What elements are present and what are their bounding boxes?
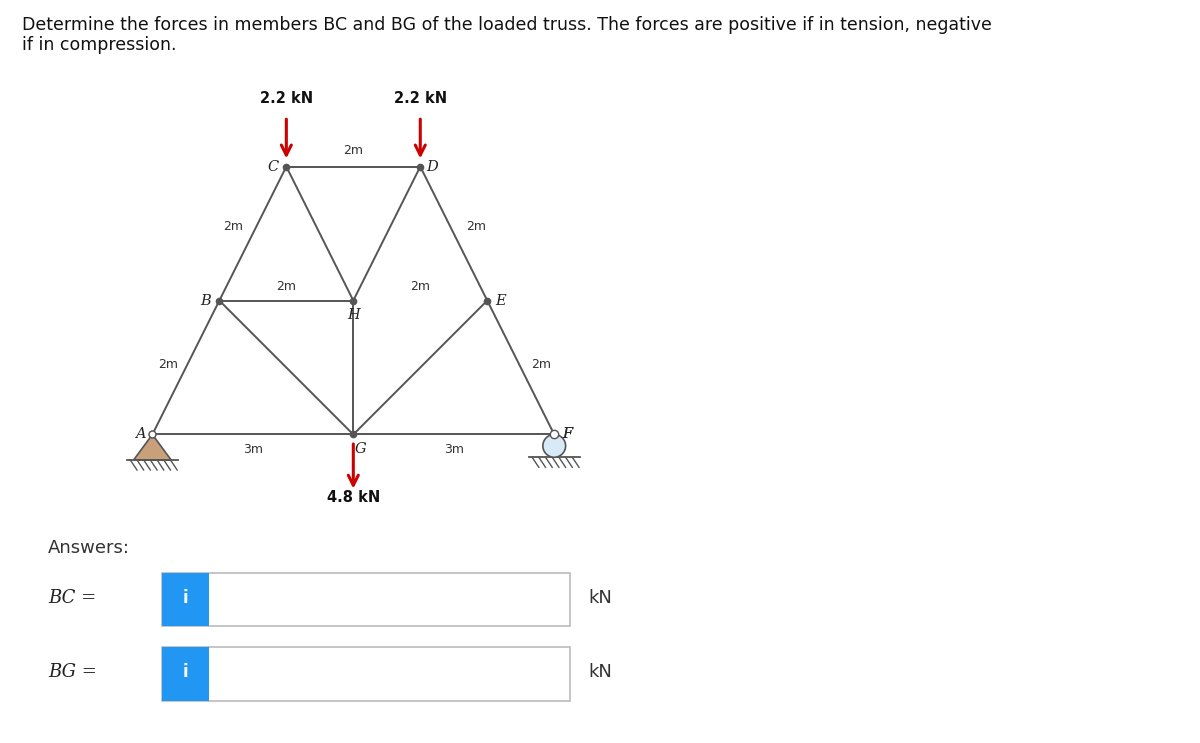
Text: C: C (268, 160, 278, 174)
Text: F: F (563, 427, 572, 441)
Text: 2m: 2m (530, 357, 551, 371)
Text: A: A (136, 427, 145, 441)
Text: G: G (354, 442, 366, 456)
Text: Answers:: Answers: (48, 539, 130, 557)
Text: BG =: BG = (48, 663, 97, 681)
Text: F: F (563, 427, 572, 441)
Text: H: H (347, 308, 360, 322)
Polygon shape (133, 435, 172, 460)
Text: 2m: 2m (410, 279, 431, 293)
Text: 2m: 2m (223, 221, 242, 233)
Text: 3m: 3m (444, 443, 463, 455)
Text: 2m: 2m (466, 221, 486, 233)
Text: 3m: 3m (242, 443, 263, 455)
Text: E: E (496, 293, 506, 308)
Text: B: B (200, 293, 211, 308)
Circle shape (542, 435, 565, 457)
Text: kN: kN (588, 663, 612, 681)
Text: 4.8 kN: 4.8 kN (326, 490, 380, 504)
Text: 2.2 kN: 2.2 kN (259, 91, 313, 106)
Text: 2m: 2m (276, 279, 296, 293)
Text: 2m: 2m (158, 357, 178, 371)
Text: D: D (426, 160, 438, 174)
Text: Determine the forces in members BC and BG of the loaded truss. The forces are po: Determine the forces in members BC and B… (22, 16, 991, 34)
Text: i: i (182, 663, 188, 681)
Text: 2m: 2m (343, 143, 364, 157)
Text: BC =: BC = (48, 589, 96, 607)
Text: 2.2 kN: 2.2 kN (394, 91, 446, 106)
Text: if in compression.: if in compression. (22, 36, 176, 53)
Text: kN: kN (588, 589, 612, 607)
Text: i: i (182, 589, 188, 607)
